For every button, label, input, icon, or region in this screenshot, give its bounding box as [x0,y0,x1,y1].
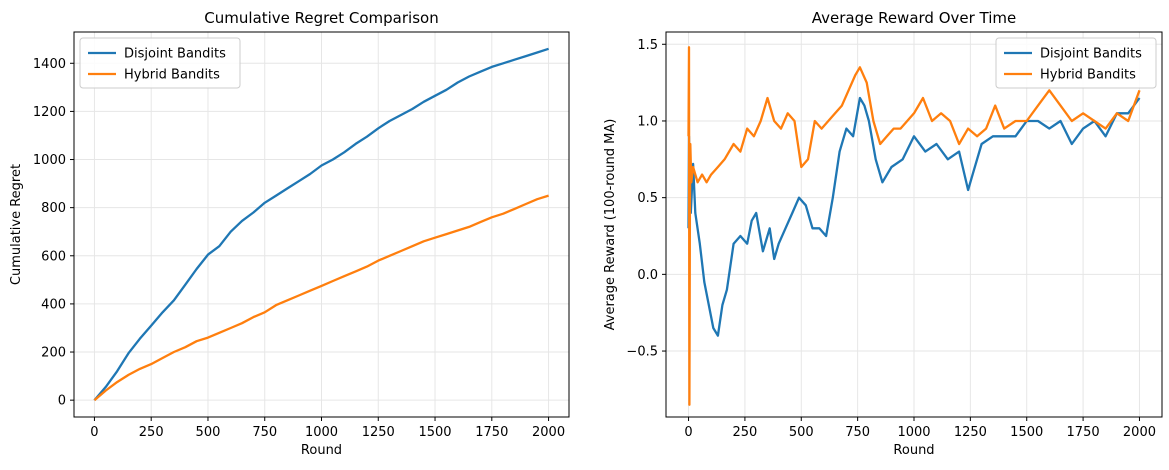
series-lines [93,47,549,402]
y-tick-label: 0.0 [637,268,658,283]
x-axis-label: Round [893,443,934,458]
y-tick-label: 1.5 [637,38,658,53]
x-tick-label: 1500 [418,425,451,440]
cumulative-regret-chart: 0 250 500 750 1000 1250 1500 1750 2000 0 200 400 60… [9,9,570,458]
x-tick-label: 2000 [1123,425,1156,440]
series-line-hybrid [93,194,549,402]
x-tick-label: 250 [139,425,164,440]
x-tick-label: 1000 [897,425,930,440]
legend-label-hybrid: Hybrid Bandits [124,68,220,83]
legend-label-hybrid: Hybrid Bandits [1040,68,1136,83]
y-tick-label: 400 [41,297,66,312]
x-tick-label: 2000 [532,425,565,440]
grid-lines [666,32,1162,417]
chart-title: Average Reward Over Time [812,9,1017,27]
x-tick-label: 1250 [954,425,987,440]
y-tick-label: 1400 [33,57,66,72]
x-tick-label: 500 [196,425,221,440]
x-tick-label: 1500 [1010,425,1043,440]
x-tick-label: 1750 [475,425,508,440]
series-line-hybrid [687,46,1141,406]
series-line-disjoint [687,96,1141,337]
series-lines [687,46,1141,406]
x-tick-label: 1250 [362,425,395,440]
y-tick-label: 1000 [33,153,66,168]
y-tick-label: 0 [58,394,66,409]
x-tick-label: 750 [252,425,277,440]
x-tick-label: 250 [732,425,757,440]
x-axis-ticks: 0 250 500 750 1000 1250 1500 1750 2000 [684,417,1156,440]
x-axis-label: Round [301,443,342,458]
x-tick-label: 750 [845,425,870,440]
grid-lines [74,32,569,417]
legend-label-disjoint: Disjoint Bandits [1040,47,1142,62]
legend: Disjoint Bandits Hybrid Bandits [79,37,241,89]
series-line-disjoint [93,47,549,401]
y-tick-label: 200 [41,346,66,361]
legend-label-disjoint: Disjoint Bandits [124,47,226,62]
y-tick-label: 600 [41,249,66,264]
average-reward-chart: 0 250 500 750 1000 1250 1500 1750 2000 −0.5 0.0 0.… [603,9,1163,458]
chart-title: Cumulative Regret Comparison [204,9,438,27]
legend-box [995,37,1157,89]
y-tick-label: −0.5 [626,345,658,360]
y-axis-label: Cumulative Regret [9,164,24,285]
x-tick-label: 1000 [305,425,338,440]
y-axis-ticks: 0 200 400 600 800 1000 1200 1400 [33,57,74,409]
x-axis-ticks: 0 250 500 750 1000 1250 1500 1750 2000 [90,417,565,440]
x-tick-label: 1750 [1067,425,1100,440]
y-axis-ticks: −0.5 0.0 0.5 1.0 1.5 [626,38,666,360]
y-tick-label: 800 [41,201,66,216]
y-tick-label: 1200 [33,105,66,120]
y-axis-label: Average Reward (100-round MA) [603,119,618,331]
y-tick-label: 1.0 [637,114,658,129]
x-tick-label: 500 [789,425,814,440]
y-tick-label: 0.5 [637,191,658,206]
legend: Disjoint Bandits Hybrid Bandits [995,37,1157,89]
legend-box [79,37,241,89]
x-tick-label: 0 [684,425,692,440]
x-tick-label: 0 [90,425,98,440]
